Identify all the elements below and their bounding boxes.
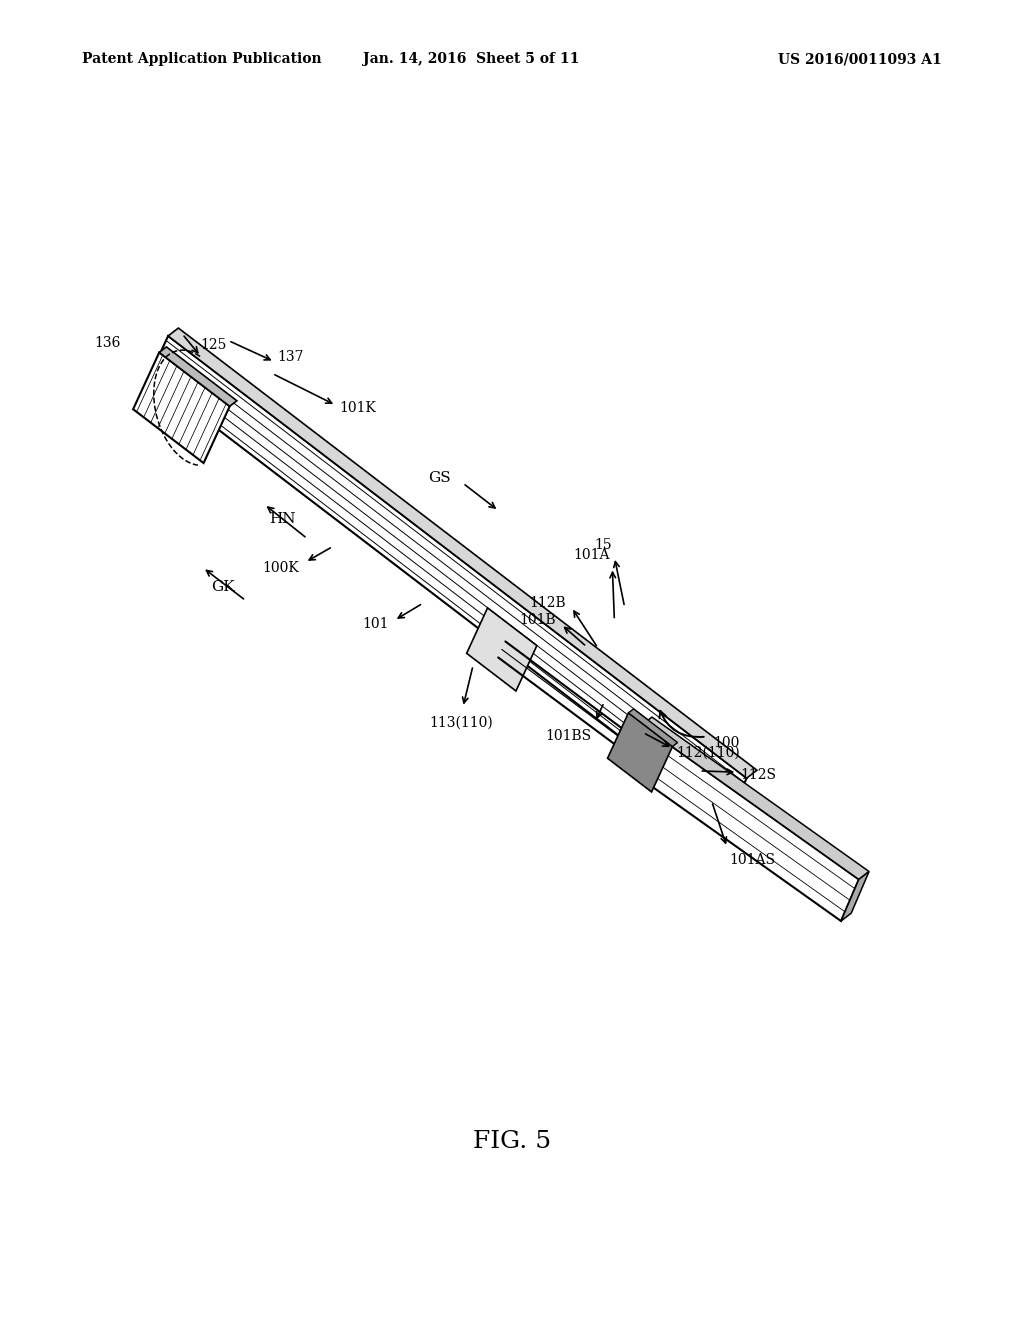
- Polygon shape: [629, 709, 678, 747]
- Polygon shape: [624, 725, 859, 921]
- Text: 101AS: 101AS: [729, 853, 775, 867]
- Text: 125: 125: [201, 338, 227, 352]
- Text: 101: 101: [362, 618, 389, 631]
- Text: US 2016/0011093 A1: US 2016/0011093 A1: [778, 53, 942, 66]
- Polygon shape: [133, 352, 229, 463]
- Text: FIG. 5: FIG. 5: [473, 1130, 551, 1154]
- Text: 112S: 112S: [740, 768, 776, 781]
- Text: 100: 100: [714, 737, 740, 750]
- Text: 112B: 112B: [529, 597, 566, 610]
- Polygon shape: [168, 329, 757, 779]
- Polygon shape: [607, 713, 673, 792]
- Text: Patent Application Publication: Patent Application Publication: [82, 53, 322, 66]
- Text: 101K: 101K: [339, 401, 376, 414]
- Polygon shape: [160, 347, 237, 407]
- Text: 136: 136: [94, 337, 121, 350]
- Text: GK: GK: [211, 581, 236, 594]
- Text: 101A: 101A: [573, 548, 610, 562]
- Text: 101B: 101B: [519, 614, 556, 627]
- Polygon shape: [841, 871, 869, 921]
- FancyArrowPatch shape: [659, 711, 703, 737]
- Text: 112(110): 112(110): [676, 746, 739, 759]
- Text: 113(110): 113(110): [429, 715, 493, 730]
- Polygon shape: [150, 337, 746, 818]
- Polygon shape: [642, 717, 869, 879]
- Text: Jan. 14, 2016  Sheet 5 of 11: Jan. 14, 2016 Sheet 5 of 11: [362, 53, 580, 66]
- Text: 137: 137: [278, 350, 304, 364]
- Polygon shape: [467, 609, 537, 690]
- Text: 100K: 100K: [262, 561, 299, 574]
- Text: HN: HN: [269, 512, 296, 525]
- Text: 101BS: 101BS: [546, 729, 592, 743]
- Text: GS: GS: [428, 471, 451, 484]
- Text: 15: 15: [595, 537, 612, 552]
